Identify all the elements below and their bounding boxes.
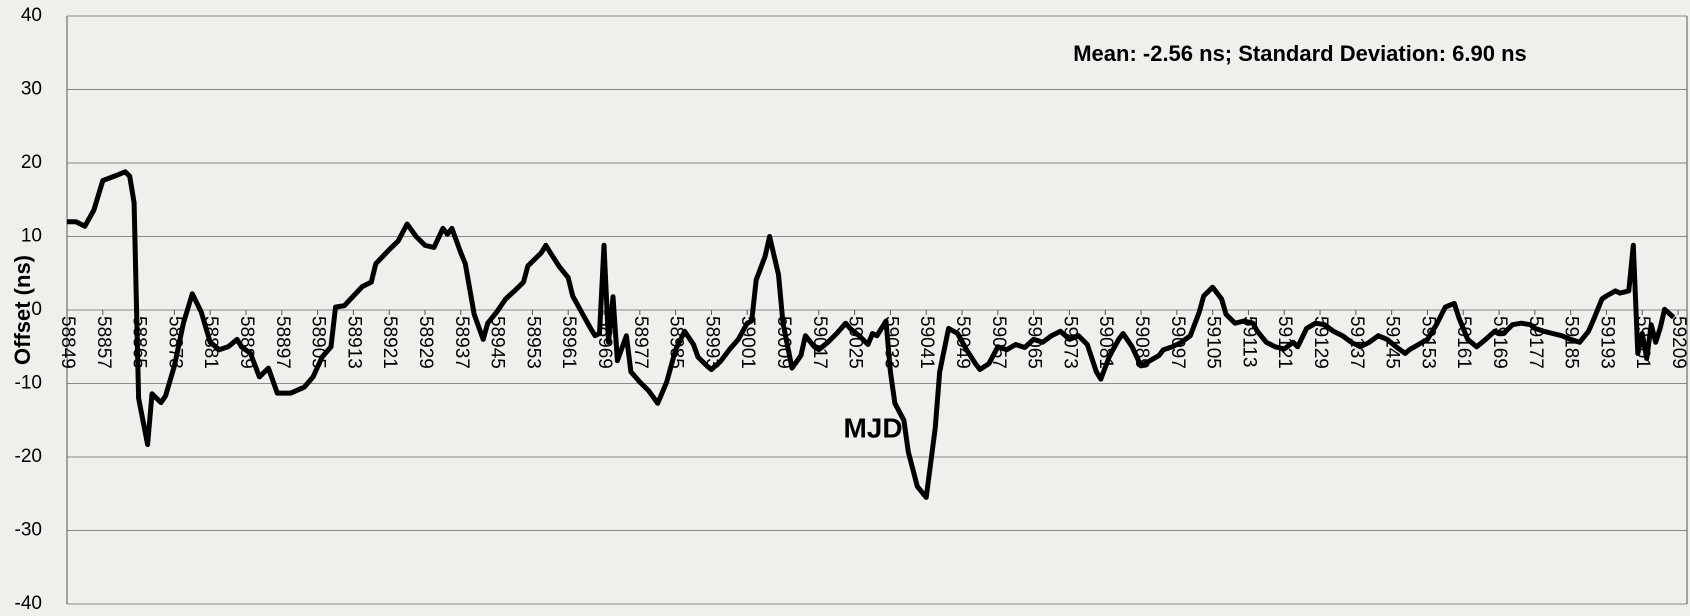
x-tick-label: 58897 <box>272 316 293 369</box>
y-tick-label: 40 <box>21 5 42 26</box>
x-tick-label: 58929 <box>415 316 436 369</box>
x-tick-label: 58977 <box>630 316 651 369</box>
background <box>0 0 1690 616</box>
x-axis-label: MJD <box>843 412 902 443</box>
x-tick-label: 59193 <box>1596 316 1617 369</box>
x-tick-label: 59209 <box>1668 316 1689 369</box>
x-tick-label: 59073 <box>1059 316 1080 369</box>
x-tick-label: 58913 <box>343 316 364 369</box>
annotation: Mean: -2.56 ns; Standard Deviation: 6.90… <box>1073 41 1527 66</box>
y-tick-label: -10 <box>15 373 42 394</box>
y-tick-label: -40 <box>15 593 42 614</box>
chart: Mean: -2.56 ns; Standard Deviation: 6.90… <box>0 0 1690 616</box>
y-tick-label: 0 <box>31 299 42 320</box>
x-tick-label: 58857 <box>93 316 114 369</box>
x-tick-label: 58985 <box>666 316 687 369</box>
y-tick-label: 20 <box>21 152 42 173</box>
x-tick-label: 58961 <box>558 316 579 369</box>
x-tick-label: 58937 <box>451 316 472 369</box>
x-tick-label: 58953 <box>522 316 543 369</box>
x-tick-label: 59105 <box>1203 316 1224 369</box>
y-tick-label: 30 <box>21 79 42 100</box>
x-tick-label: 59169 <box>1489 316 1510 369</box>
y-tick-label: 10 <box>21 226 42 247</box>
x-tick-label: 58849 <box>57 316 78 369</box>
x-tick-label: 58921 <box>379 316 400 369</box>
x-tick-label: 59041 <box>916 316 937 369</box>
y-tick-label: -20 <box>15 446 42 467</box>
y-tick-label: -30 <box>15 520 42 541</box>
